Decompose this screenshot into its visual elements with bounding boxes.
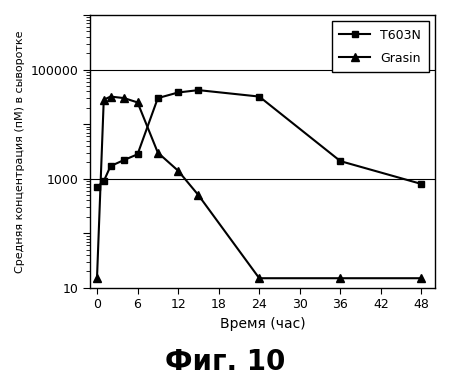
- Y-axis label: Средняя концентрация (пМ) в сыворотке: Средняя концентрация (пМ) в сыворотке: [15, 30, 25, 273]
- Grasin: [101, 97, 107, 102]
- Grasin: [135, 100, 140, 105]
- Grasin: [176, 168, 181, 173]
- Grasin: [419, 276, 424, 280]
- T603N: [196, 88, 201, 92]
- Grasin: [256, 276, 262, 280]
- Grasin: [94, 276, 100, 280]
- Line: Grasin: Grasin: [93, 92, 426, 282]
- Grasin: [122, 96, 127, 100]
- Legend: T603N, Grasin: T603N, Grasin: [332, 21, 429, 72]
- T603N: [101, 179, 107, 184]
- T603N: [94, 185, 100, 189]
- T603N: [419, 182, 424, 186]
- Grasin: [338, 276, 343, 280]
- T603N: [338, 159, 343, 163]
- Line: T603N: T603N: [94, 87, 425, 191]
- X-axis label: Время (час): Время (час): [220, 317, 306, 331]
- Text: Фиг. 10: Фиг. 10: [165, 348, 285, 376]
- T603N: [108, 164, 113, 168]
- T603N: [155, 96, 161, 100]
- Grasin: [196, 193, 201, 197]
- T603N: [122, 158, 127, 162]
- Grasin: [155, 150, 161, 155]
- T603N: [256, 94, 262, 99]
- Grasin: [108, 94, 113, 99]
- T603N: [135, 152, 140, 157]
- T603N: [176, 90, 181, 95]
